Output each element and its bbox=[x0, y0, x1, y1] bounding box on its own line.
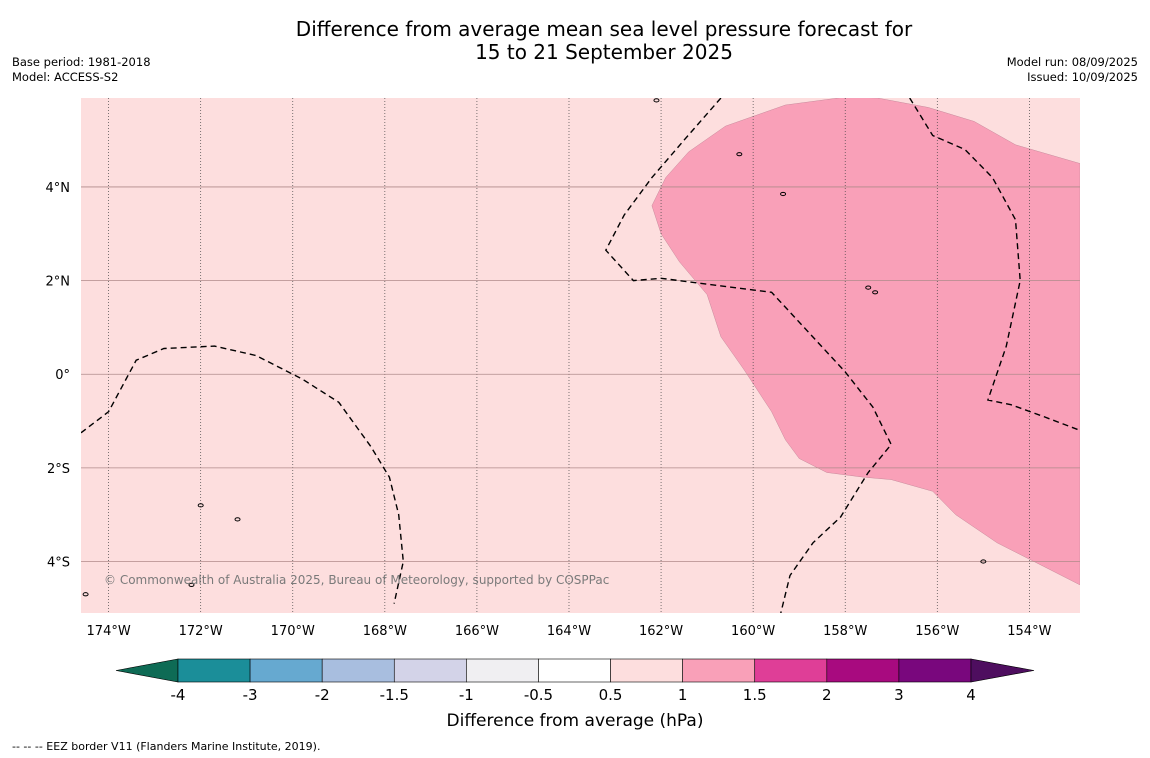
lon-tick-label: 154°W bbox=[1007, 624, 1051, 639]
eez-footnote: -- -- -- EEZ border V11 (Flanders Marine… bbox=[12, 740, 321, 753]
title-line-2: 15 to 21 September 2025 bbox=[475, 40, 733, 64]
base-period: Base period: 1981-2018 bbox=[12, 55, 151, 69]
colorbar-segment bbox=[466, 658, 539, 683]
meta-left: Base period: 1981-2018 Model: ACCESS-S2 bbox=[12, 55, 151, 85]
lon-tick-label: 168°W bbox=[363, 624, 407, 639]
lon-tick-label: 166°W bbox=[455, 624, 499, 639]
colorbar-label: Difference from average (hPa) bbox=[447, 711, 704, 731]
lat-tick-label: 4°N bbox=[46, 181, 71, 196]
island-outline bbox=[980, 559, 987, 564]
island-outline bbox=[780, 191, 787, 197]
colorbar-over-extension bbox=[970, 658, 1035, 683]
island-outline bbox=[82, 592, 89, 597]
lon-tick-label: 162°W bbox=[639, 624, 683, 639]
lon-tick-label: 160°W bbox=[731, 624, 775, 639]
island-outline bbox=[197, 503, 204, 508]
anomaly-region-1-to-1.5 bbox=[651, 98, 1080, 586]
colorbar-tick-label: 3 bbox=[894, 686, 904, 704]
colorbar-segment bbox=[393, 658, 467, 683]
colorbar-segment bbox=[321, 658, 395, 683]
island-outline bbox=[188, 582, 195, 588]
colorbar-tick-label: -1.5 bbox=[380, 686, 409, 704]
map-title: Difference from average mean sea level p… bbox=[0, 18, 1150, 64]
colorbar-segment bbox=[754, 658, 828, 683]
island-outline bbox=[736, 152, 743, 157]
island-outline bbox=[234, 517, 241, 522]
meta-right: Model run: 08/09/2025 Issued: 10/09/2025 bbox=[1007, 55, 1138, 85]
colorbar-tick-label: -1 bbox=[459, 686, 474, 704]
map-figure: © Commonwealth of Australia 2025, Bureau… bbox=[46, 98, 1080, 731]
lat-tick-label: 0° bbox=[55, 368, 70, 383]
colorbar-segment bbox=[249, 658, 323, 683]
colorbar-tick-label: -2 bbox=[315, 686, 330, 704]
colorbar-tick-label: -0.5 bbox=[524, 686, 553, 704]
issued-date: Issued: 10/09/2025 bbox=[1027, 70, 1138, 84]
eez-border-line bbox=[81, 345, 405, 604]
model-run: Model run: 08/09/2025 bbox=[1006, 55, 1138, 69]
title-line-1: Difference from average mean sea level p… bbox=[295, 17, 913, 41]
colorbar-segment bbox=[682, 658, 756, 683]
lat-tick-label: 2°S bbox=[47, 462, 70, 477]
colorbar-tick-label: 1 bbox=[678, 686, 688, 704]
island-outline bbox=[653, 98, 660, 103]
colorbar-segment bbox=[610, 658, 683, 683]
lon-tick-label: 164°W bbox=[547, 624, 591, 639]
copyright-notice: © Commonwealth of Australia 2025, Bureau… bbox=[104, 573, 609, 587]
lon-tick-label: 156°W bbox=[915, 624, 959, 639]
colorbar-tick-label: 1.5 bbox=[743, 686, 767, 704]
colorbar-tick-label: 2 bbox=[822, 686, 832, 704]
colorbar-segment bbox=[538, 658, 611, 683]
island-outline bbox=[872, 290, 879, 295]
eez-border-line bbox=[604, 98, 893, 613]
lat-tick-label: 2°N bbox=[46, 275, 71, 290]
colorbar-under-extension bbox=[115, 658, 179, 683]
colorbar-segment bbox=[177, 658, 251, 683]
colorbar-tick-label: -3 bbox=[243, 686, 258, 704]
lon-tick-label: 174°W bbox=[87, 624, 131, 639]
colorbar-tick-label: 4 bbox=[966, 686, 976, 704]
colorbar-tick-label: 0.5 bbox=[599, 686, 623, 704]
island-outline bbox=[865, 285, 872, 290]
lon-tick-label: 170°W bbox=[271, 624, 315, 639]
lon-tick-label: 158°W bbox=[823, 624, 867, 639]
colorbar-segment bbox=[898, 658, 972, 683]
lat-tick-label: 4°S bbox=[47, 556, 70, 571]
model-name: Model: ACCESS-S2 bbox=[12, 70, 119, 84]
colorbar-tick-label: -4 bbox=[171, 686, 186, 704]
lon-tick-label: 172°W bbox=[179, 624, 223, 639]
colorbar-segment bbox=[826, 658, 900, 683]
